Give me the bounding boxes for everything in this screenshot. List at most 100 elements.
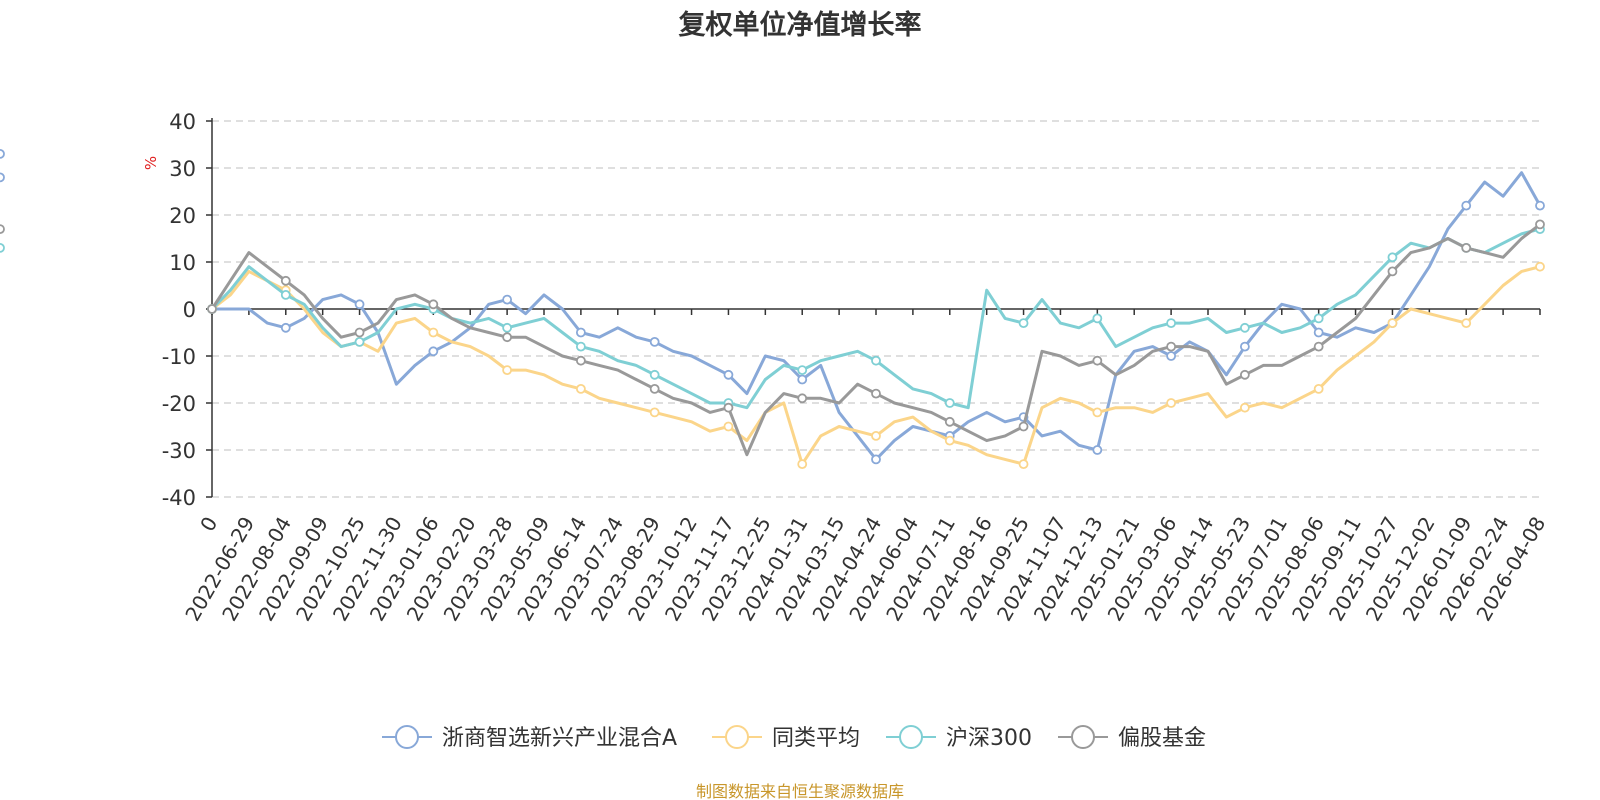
y-tick-label: -10 bbox=[162, 345, 196, 369]
chart-title: 复权单位净值增长率 bbox=[679, 9, 922, 41]
data-point bbox=[944, 435, 955, 446]
data-point bbox=[575, 327, 586, 338]
data-point bbox=[797, 393, 808, 404]
data-source-note: 制图数据来自恒生聚源数据库 bbox=[696, 782, 904, 800]
data-point bbox=[280, 289, 291, 300]
data-point bbox=[1239, 369, 1250, 380]
data-point bbox=[1018, 459, 1029, 470]
y-axis-unit: % bbox=[142, 156, 160, 170]
series-line-0 bbox=[212, 171, 1542, 461]
data-point bbox=[1387, 266, 1398, 277]
y-axis-ticks: -40 -30 -20 -10 0 10 20 30 40 bbox=[162, 110, 212, 510]
data-point bbox=[723, 369, 734, 380]
data-point bbox=[649, 407, 660, 418]
data-point bbox=[1461, 318, 1472, 329]
data-point bbox=[1313, 341, 1324, 352]
y-tick-label: 0 bbox=[183, 298, 196, 322]
data-point bbox=[1239, 402, 1250, 413]
data-point bbox=[1535, 219, 1545, 230]
data-point bbox=[1092, 355, 1103, 366]
data-point bbox=[428, 299, 439, 310]
data-point bbox=[1387, 252, 1398, 263]
data-point bbox=[944, 416, 955, 427]
data-point bbox=[649, 369, 660, 380]
data-point bbox=[1535, 261, 1545, 272]
data-point bbox=[280, 275, 291, 286]
data-point bbox=[575, 355, 586, 366]
legend-marker bbox=[1071, 725, 1095, 749]
data-point bbox=[1535, 200, 1545, 211]
data-point bbox=[871, 388, 881, 399]
data-point bbox=[280, 322, 291, 333]
data-point bbox=[428, 346, 439, 357]
data-point bbox=[575, 341, 586, 352]
data-point bbox=[1239, 322, 1250, 333]
data-point bbox=[575, 383, 586, 394]
data-point bbox=[428, 327, 439, 338]
x-tick-label: 0 bbox=[195, 513, 222, 536]
legend[interactable]: 浙商智选新兴产业混合A 同类平均 沪深300 偏股基金 bbox=[382, 725, 1206, 751]
data-point bbox=[354, 327, 365, 338]
legend-item-2[interactable]: 沪深300 bbox=[886, 725, 1032, 751]
data-point bbox=[1166, 351, 1177, 361]
data-point bbox=[1239, 341, 1250, 352]
legend-label: 浙商智选新兴产业混合A bbox=[442, 726, 677, 751]
y-tick-label: -40 bbox=[162, 486, 196, 510]
data-point bbox=[1313, 383, 1324, 394]
data-point bbox=[1387, 318, 1398, 329]
data-point bbox=[797, 374, 808, 385]
legend-marker bbox=[725, 725, 749, 749]
legend-item-1[interactable]: 同类平均 bbox=[712, 725, 860, 751]
y-tick-label: 20 bbox=[169, 204, 196, 228]
data-point bbox=[0, 149, 5, 159]
data-point bbox=[1166, 318, 1177, 329]
data-point bbox=[871, 454, 881, 465]
legend-marker bbox=[395, 725, 419, 749]
data-point bbox=[502, 294, 513, 305]
data-point bbox=[1461, 200, 1472, 211]
data-point bbox=[1461, 242, 1472, 253]
data-point bbox=[1092, 407, 1103, 418]
series-line-3 bbox=[210, 223, 1541, 457]
data-point bbox=[1313, 327, 1324, 338]
data-point bbox=[0, 172, 5, 183]
data-point bbox=[207, 304, 217, 314]
data-point bbox=[797, 365, 808, 376]
series-lines bbox=[0, 149, 1545, 470]
data-point bbox=[1092, 313, 1103, 324]
data-point bbox=[944, 398, 955, 408]
y-tick-label: 10 bbox=[169, 251, 196, 275]
data-point bbox=[1166, 341, 1177, 352]
legend-item-3[interactable]: 偏股基金 bbox=[1058, 725, 1206, 751]
legend-item-0[interactable]: 浙商智选新兴产业混合A bbox=[382, 725, 677, 751]
data-point bbox=[0, 243, 5, 253]
data-point bbox=[1166, 398, 1177, 408]
y-tick-label: 30 bbox=[169, 157, 196, 181]
data-point bbox=[723, 402, 734, 413]
data-point bbox=[502, 365, 513, 376]
y-tick-label: 40 bbox=[169, 110, 196, 134]
data-point bbox=[1018, 318, 1029, 329]
data-point bbox=[0, 224, 5, 234]
data-point bbox=[354, 336, 365, 347]
data-point bbox=[797, 459, 808, 470]
data-point bbox=[723, 421, 734, 432]
data-point bbox=[649, 336, 660, 347]
data-point bbox=[871, 355, 881, 366]
x-axis: 02022-06-292022-08-042022-09-092022-10-2… bbox=[180, 118, 1550, 625]
data-point bbox=[871, 430, 881, 441]
data-point bbox=[649, 383, 660, 394]
legend-label: 偏股基金 bbox=[1118, 726, 1206, 751]
data-point bbox=[502, 322, 513, 333]
data-point bbox=[1018, 421, 1029, 432]
y-tick-label: -30 bbox=[162, 439, 196, 463]
data-point bbox=[1313, 313, 1324, 324]
legend-label: 沪深300 bbox=[946, 726, 1032, 751]
legend-marker bbox=[899, 725, 923, 749]
data-point bbox=[502, 332, 513, 343]
y-tick-label: -20 bbox=[162, 392, 196, 416]
legend-label: 同类平均 bbox=[772, 726, 860, 751]
data-point bbox=[354, 299, 365, 310]
data-point bbox=[1092, 445, 1103, 455]
